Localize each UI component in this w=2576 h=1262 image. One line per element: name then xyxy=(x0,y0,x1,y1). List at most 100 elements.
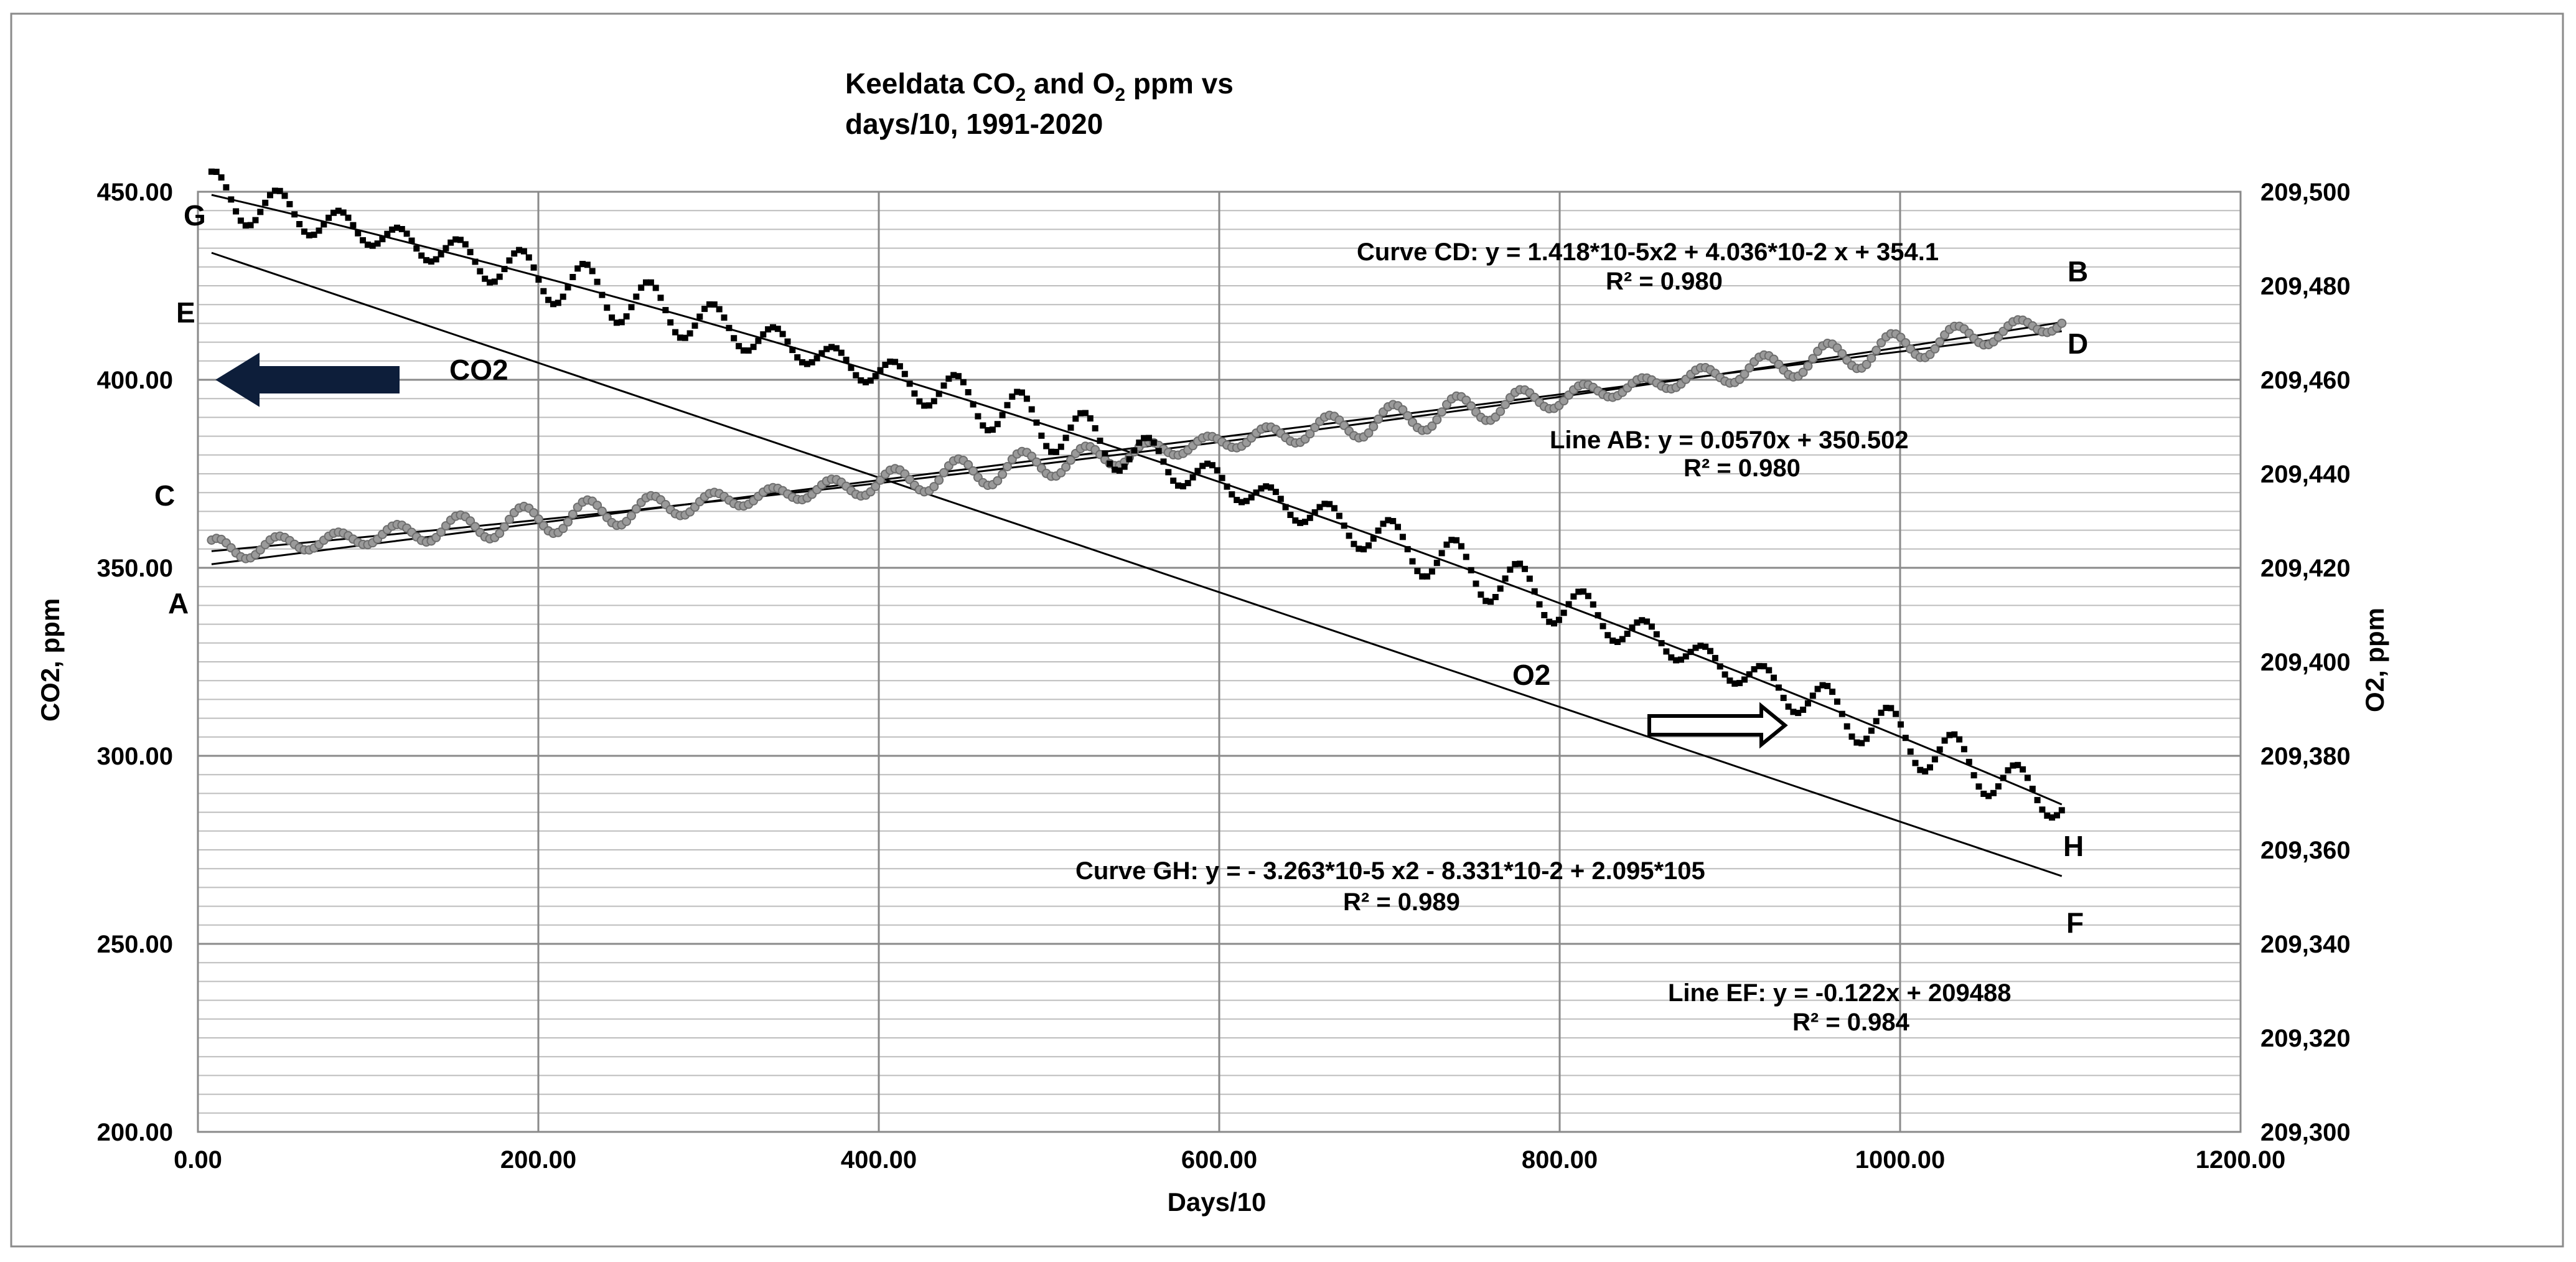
o2-data-point xyxy=(223,184,230,191)
o2-data-point xyxy=(1277,496,1284,502)
o2-data-point xyxy=(1107,460,1113,467)
co2-data-point xyxy=(998,469,1008,479)
o2-data-point xyxy=(1087,415,1094,421)
o2-data-point xyxy=(1682,653,1689,660)
o2-data-point xyxy=(1136,440,1143,446)
co2-data-point xyxy=(1862,359,1871,369)
o2-data-point xyxy=(1165,469,1172,476)
o2-data-point xyxy=(1482,598,1489,605)
y-tick-label-right: 209,360 xyxy=(2260,837,2351,864)
o2-data-point xyxy=(613,319,620,326)
o2-data-point xyxy=(994,421,1001,428)
y-tick-label-right: 209,400 xyxy=(2260,649,2351,676)
o2-data-point xyxy=(1214,467,1220,474)
co2-data-point xyxy=(1032,457,1041,467)
o2-data-point xyxy=(447,239,454,246)
o2-data-point xyxy=(643,279,649,286)
o2-data-point xyxy=(1468,567,1474,573)
o2-data-point xyxy=(418,252,425,259)
point-label-c: C xyxy=(154,479,175,512)
curve-gh-r2: R² = 0.989 xyxy=(1343,888,1460,916)
chart-title-line1: Keeldata CO2 and O2 ppm vs xyxy=(845,67,1234,105)
o2-data-point xyxy=(457,237,464,243)
o2-data-point xyxy=(843,356,850,363)
co2-data-point xyxy=(558,524,568,534)
x-tick-label: 1000.00 xyxy=(1855,1146,1946,1174)
o2-data-point xyxy=(1052,448,1059,455)
o2-data-point xyxy=(1239,499,1245,506)
o2-data-point xyxy=(808,359,815,365)
o2-data-point xyxy=(1809,692,1816,699)
o2-data-point xyxy=(731,335,738,342)
co2-data-point xyxy=(597,506,607,516)
o2-data-point xyxy=(765,326,772,332)
o2-data-point xyxy=(1287,512,1294,518)
o2-data-point xyxy=(1141,435,1148,441)
o2-data-point xyxy=(306,232,312,238)
o2-data-point xyxy=(965,389,972,395)
o2-data-point xyxy=(1551,620,1557,627)
o2-data-point xyxy=(1438,550,1445,557)
co2-data-point xyxy=(1066,455,1075,465)
o2-data-point xyxy=(609,314,616,321)
o2-data-point xyxy=(560,293,566,300)
o2-data-point xyxy=(1756,662,1763,669)
o2-data-point xyxy=(1097,437,1103,444)
o2-data-point xyxy=(1883,705,1890,711)
o2-data-point xyxy=(511,250,518,257)
co2-data-point xyxy=(1427,421,1437,431)
o2-data-point xyxy=(1336,512,1342,519)
o2-data-point xyxy=(1414,568,1421,575)
o2-data-point xyxy=(594,278,601,285)
o2-data-point xyxy=(701,306,708,313)
o2-data-point xyxy=(691,323,698,329)
o2-data-point xyxy=(828,344,835,351)
o2-data-point xyxy=(1585,593,1591,600)
o2-data-point xyxy=(1473,580,1479,587)
o2-data-point xyxy=(569,274,576,280)
o2-data-point xyxy=(1424,573,1431,580)
co2-data-point xyxy=(1369,421,1379,431)
o2-data-point xyxy=(1687,649,1694,656)
o2-data-point xyxy=(1555,616,1562,623)
o2-data-point xyxy=(1951,731,1958,738)
co2-data-point xyxy=(939,468,948,478)
o2-data-point xyxy=(1678,656,1684,663)
o2-data-point xyxy=(1746,671,1753,678)
o2-data-point xyxy=(1048,448,1055,455)
o2-data-point xyxy=(1072,415,1079,422)
o2-data-point xyxy=(1790,709,1797,715)
co2-data-point xyxy=(934,475,944,485)
o2-data-point xyxy=(1599,623,1606,629)
o2-data-point xyxy=(1062,435,1069,441)
co2-data-point xyxy=(963,460,973,469)
o2-data-point xyxy=(330,209,337,216)
y-tick-label-left: 200.00 xyxy=(97,1119,173,1146)
o2-data-point xyxy=(882,362,889,368)
o2-data-point xyxy=(1179,483,1186,489)
o2-data-point xyxy=(760,331,767,338)
line-ef-equation: Line EF: y = -0.122x + 209488 xyxy=(1668,979,2011,1007)
line-ef-r2: R² = 0.984 xyxy=(1792,1009,1910,1036)
o2-data-point xyxy=(350,222,357,228)
o2-data-point xyxy=(930,398,937,405)
o2-data-point xyxy=(2000,775,2007,781)
o2-data-point xyxy=(716,306,723,313)
o2-data-point xyxy=(863,379,869,385)
co2-data-point xyxy=(968,466,978,476)
o2-data-point xyxy=(1443,541,1450,548)
o2-data-point xyxy=(1771,674,1777,681)
o2-data-point xyxy=(1306,514,1313,521)
o2-data-point xyxy=(1995,783,2002,790)
o2-data-point xyxy=(1004,402,1011,408)
o2-data-point xyxy=(340,209,347,216)
o2-data-point xyxy=(989,426,996,433)
o2-data-point xyxy=(1604,632,1611,639)
o2-data-point xyxy=(452,236,459,243)
o2-data-point xyxy=(858,377,864,384)
point-label-b: B xyxy=(2068,255,2088,288)
co2-data-point xyxy=(529,508,539,518)
o2-data-point xyxy=(1160,458,1167,465)
o2-data-point xyxy=(1717,663,1723,670)
o2-data-point xyxy=(1404,546,1411,553)
